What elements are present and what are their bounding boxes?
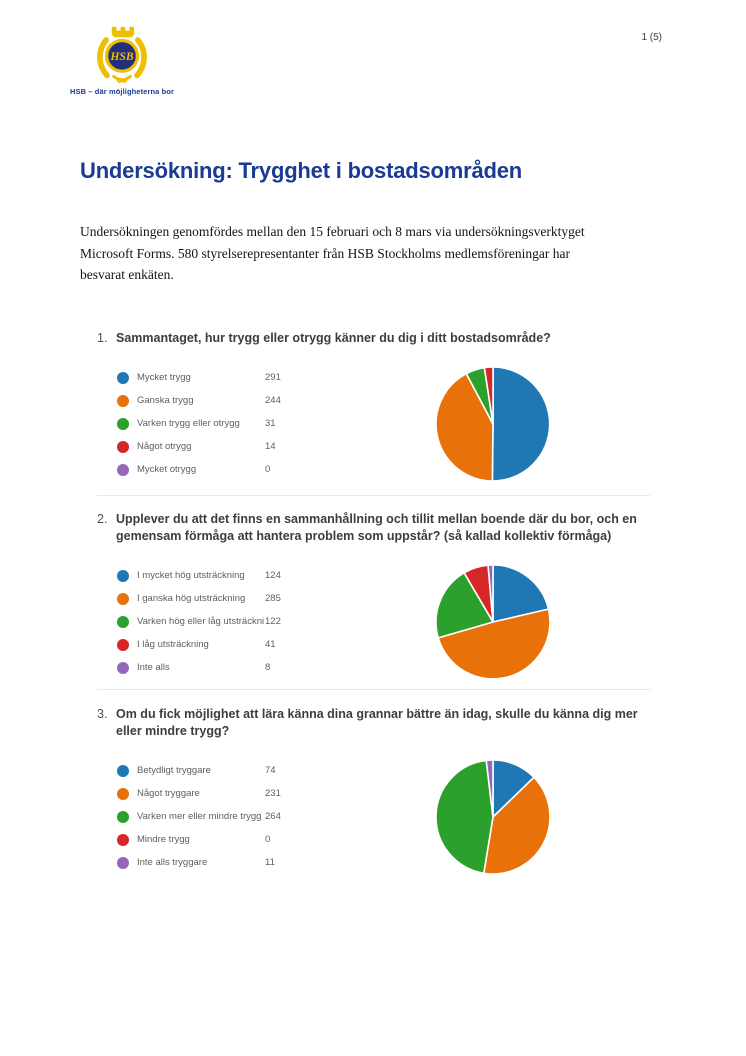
legend-color-dot xyxy=(117,417,129,430)
legend-count: 244 xyxy=(265,395,281,406)
legend-color-dot xyxy=(117,615,129,628)
legend-color-dot xyxy=(117,371,129,384)
legend-label: I mycket hög utsträckning xyxy=(137,570,245,581)
legend-count: 74 xyxy=(265,765,276,776)
hsb-crest-icon: HSB xyxy=(97,26,147,83)
legend-count: 264 xyxy=(265,811,281,822)
legend-item: Ganska trygg 244 xyxy=(117,389,433,412)
legend-item: Betydligt tryggare 74 xyxy=(117,759,433,782)
legend-item: Varken trygg eller otrygg 31 xyxy=(117,412,433,435)
question-text: Sammantaget, hur trygg eller otrygg känn… xyxy=(116,330,551,347)
section-divider xyxy=(97,689,650,690)
legend-label: Något tryggare xyxy=(137,788,200,799)
legend-color-dot xyxy=(117,592,129,605)
legend-color-dot xyxy=(117,833,129,846)
legend-item: Något otrygg 14 xyxy=(117,435,433,458)
question-line: Sammantaget, hur trygg eller otrygg känn… xyxy=(116,331,551,345)
legend-item: Varken mer eller mindre trygg 264 xyxy=(117,805,433,828)
pie-chart-q3 xyxy=(433,757,553,877)
question-section-3: 3. Om du fick möjlighet att lära känna d… xyxy=(97,706,662,877)
legend-item: Varken hög eller låg utsträckni... 122 xyxy=(117,610,433,633)
legend-count: 41 xyxy=(265,639,276,650)
legend-item: I mycket hög utsträckning 124 xyxy=(117,564,433,587)
legend-label: Varken mer eller mindre trygg xyxy=(137,811,262,822)
legend-count: 124 xyxy=(265,570,281,581)
intro-paragraph: Undersökningen genomfördes mellan den 15… xyxy=(80,221,620,286)
legend-count: 122 xyxy=(265,616,281,627)
page-number: 1 (5) xyxy=(641,32,662,43)
intro-line: besvarat enkäten. xyxy=(80,267,174,282)
logo-tagline: HSB – där möjligheterna bor xyxy=(70,87,174,96)
question-line: Om du fick möjlighet att lära känna dina… xyxy=(116,707,638,721)
intro-line: Undersökningen genomfördes mellan den 15… xyxy=(80,224,585,239)
svg-text:HSB: HSB xyxy=(109,50,134,63)
question-line: gemensam förmåga att hantera problem som… xyxy=(116,529,612,543)
legend-color-dot xyxy=(117,810,129,823)
legend-label: I ganska hög utsträckning xyxy=(137,593,246,604)
legend-item: Mycket trygg 291 xyxy=(117,366,433,389)
question-number: 3. xyxy=(97,707,108,721)
question-line: eller mindre trygg? xyxy=(116,724,230,738)
legend-label: Inte alls xyxy=(137,662,170,673)
legend-count: 8 xyxy=(265,662,271,673)
legend-item: Mycket otrygg 0 xyxy=(117,458,433,481)
chart-legend: I mycket hög utsträckning 124 I ganska h… xyxy=(97,562,433,679)
pie-chart-q2 xyxy=(433,562,553,682)
question-text: Om du fick möjlighet att lära känna dina… xyxy=(116,706,638,740)
question-number: 1. xyxy=(97,331,108,345)
legend-color-dot xyxy=(117,394,129,407)
question-section-1: 1. Sammantaget, hur trygg eller otrygg k… xyxy=(97,330,662,484)
pie-chart-q1 xyxy=(433,364,553,484)
legend-label: Mycket trygg xyxy=(137,372,191,383)
legend-count: 31 xyxy=(265,418,276,429)
legend-color-dot xyxy=(117,440,129,453)
hsb-logo: HSB HSB – där möjligheterna bor xyxy=(56,24,188,96)
legend-count: 231 xyxy=(265,788,281,799)
legend-item: Något tryggare 231 xyxy=(117,782,433,805)
legend-label: I låg utsträckning xyxy=(137,639,209,650)
chart-legend: Betydligt tryggare 74 Något tryggare 231… xyxy=(97,757,433,874)
question-section-2: 2. Upplever du att det finns en sammanhå… xyxy=(97,511,662,682)
legend-count: 0 xyxy=(265,464,271,475)
section-divider xyxy=(97,495,650,496)
legend-item: Inte alls tryggare 11 xyxy=(117,851,433,874)
chart-legend: Mycket trygg 291 Ganska trygg 244 Varken… xyxy=(97,364,433,481)
page-title: Undersökning: Trygghet i bostadsområden xyxy=(80,158,523,183)
legend-color-dot xyxy=(117,856,129,869)
legend-label: Inte alls tryggare xyxy=(137,857,208,868)
legend-label: Något otrygg xyxy=(137,441,192,452)
legend-count: 11 xyxy=(265,857,275,868)
question-line: Upplever du att det finns en sammanhålln… xyxy=(116,512,637,526)
legend-color-dot xyxy=(117,764,129,777)
legend-item: Inte alls 8 xyxy=(117,656,433,679)
legend-color-dot xyxy=(117,638,129,651)
legend-count: 0 xyxy=(265,834,271,845)
legend-label: Varken trygg eller otrygg xyxy=(137,418,240,429)
legend-item: Mindre trygg 0 xyxy=(117,828,433,851)
legend-label: Ganska trygg xyxy=(137,395,194,406)
legend-color-dot xyxy=(117,463,129,476)
legend-count: 291 xyxy=(265,372,281,383)
intro-line: Microsoft Forms. 580 styrelserepresentan… xyxy=(80,245,571,261)
legend-count: 285 xyxy=(265,593,281,604)
question-number: 2. xyxy=(97,512,108,526)
legend-color-dot xyxy=(117,787,129,800)
legend-count: 14 xyxy=(265,441,276,452)
legend-label: Mycket otrygg xyxy=(137,464,197,475)
legend-color-dot xyxy=(117,661,129,674)
legend-label: Varken hög eller låg utsträckni... xyxy=(137,616,265,627)
question-text: Upplever du att det finns en sammanhålln… xyxy=(116,511,637,545)
legend-label: Mindre trygg xyxy=(137,834,190,845)
legend-label: Betydligt tryggare xyxy=(137,765,211,776)
legend-item: I ganska hög utsträckning 285 xyxy=(117,587,433,610)
legend-color-dot xyxy=(117,569,129,582)
legend-item: I låg utsträckning 41 xyxy=(117,633,433,656)
